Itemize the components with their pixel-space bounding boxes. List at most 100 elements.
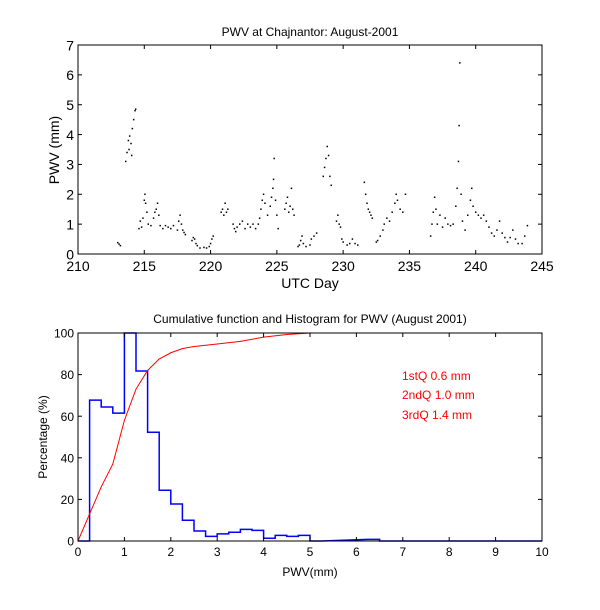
data-point [150,224,152,227]
data-point [183,231,185,234]
data-point [301,235,303,237]
data-point [395,193,397,196]
data-point [138,227,140,230]
data-point [436,223,439,225]
data-point [258,217,261,219]
cumulative-point [181,348,183,350]
top-x-tick-label: 220 [199,258,223,274]
data-point [467,214,469,216]
data-point [288,211,290,213]
data-point [128,135,131,137]
bottom-y-tick-label: 80 [61,368,75,382]
data-point [514,238,517,240]
data-point [286,196,289,199]
bottom-x-tick-label: 10 [535,545,549,559]
bottom-x-tick-label: 6 [353,545,360,559]
data-point [249,226,252,228]
data-point [457,160,460,163]
data-point [325,157,327,160]
data-point [117,241,119,244]
top-axes-box [77,44,543,255]
data-point [270,196,273,199]
top-y-tick-label: 5 [66,97,74,113]
data-point [127,139,130,142]
data-point [284,208,286,210]
top-y-tick-label: 2 [66,187,74,203]
top-x-tick-label: 210 [66,258,90,274]
data-point [337,214,339,216]
data-point [339,226,342,228]
data-point [289,205,291,207]
top-x-tick-label: 235 [398,258,422,274]
data-point [179,214,181,216]
data-point [521,242,523,245]
data-point [272,178,275,181]
bottom-y-tick-label: 20 [61,493,75,507]
histogram-outline [78,332,542,542]
histogram-bar [182,520,194,541]
data-point [482,214,485,216]
data-point [302,242,305,245]
cumulative-point [286,333,288,335]
top-y-tick-label: 3 [66,157,74,173]
data-point [167,226,169,228]
data-point [180,223,183,225]
top-x-tick-label: 215 [133,258,157,274]
data-point [488,226,490,228]
histogram-bar [194,531,206,541]
data-point [252,223,254,225]
data-point [233,227,236,230]
data-point [338,223,340,225]
cumulative-point [170,352,172,354]
data-point [402,211,404,213]
data-point [126,151,128,154]
data-point [298,244,301,246]
bottom-axes-box [77,332,543,542]
data-point [327,154,330,157]
data-point [396,199,399,202]
data-point [273,157,275,160]
data-point [354,242,356,245]
cumulative-point [193,346,195,348]
bottom-chart-title: Cumulative function and Histogram for PW… [153,312,466,326]
data-point [455,205,457,207]
data-point [346,244,348,246]
data-point [292,208,294,210]
data-point [285,202,287,204]
bottom-y-tick-label: 40 [61,451,75,465]
data-point [439,214,441,216]
data-point [370,214,372,216]
data-point [431,223,433,225]
data-point [310,238,313,240]
top-y-tick-label: 6 [66,67,74,83]
data-point [276,214,278,216]
data-point [391,211,393,213]
data-point [335,220,338,222]
data-point [221,208,224,210]
data-point [191,239,193,242]
data-point [496,229,498,231]
histogram-bar [171,504,183,541]
data-point [452,223,454,225]
data-point [212,235,214,237]
data-point [254,227,257,230]
data-point [376,239,379,242]
pwv-histogram-chart: Cumulative function and Histogram for PW… [36,312,549,579]
bottom-x-tick-label: 1 [121,545,128,559]
top-x-tick-label: 245 [530,258,554,274]
bottom-x-tick-label: 2 [167,545,174,559]
histogram-bar [148,432,160,541]
cumulative-point [112,463,114,465]
histogram-bar [101,407,113,541]
data-point [480,217,482,219]
data-point [223,214,225,216]
data-point [509,236,511,239]
data-point [371,217,374,219]
data-point [262,193,265,196]
data-point [435,208,437,210]
bottom-x-tick-label: 0 [75,545,82,559]
data-point [351,238,354,240]
data-point [220,211,222,213]
histogram-bar [275,535,287,541]
